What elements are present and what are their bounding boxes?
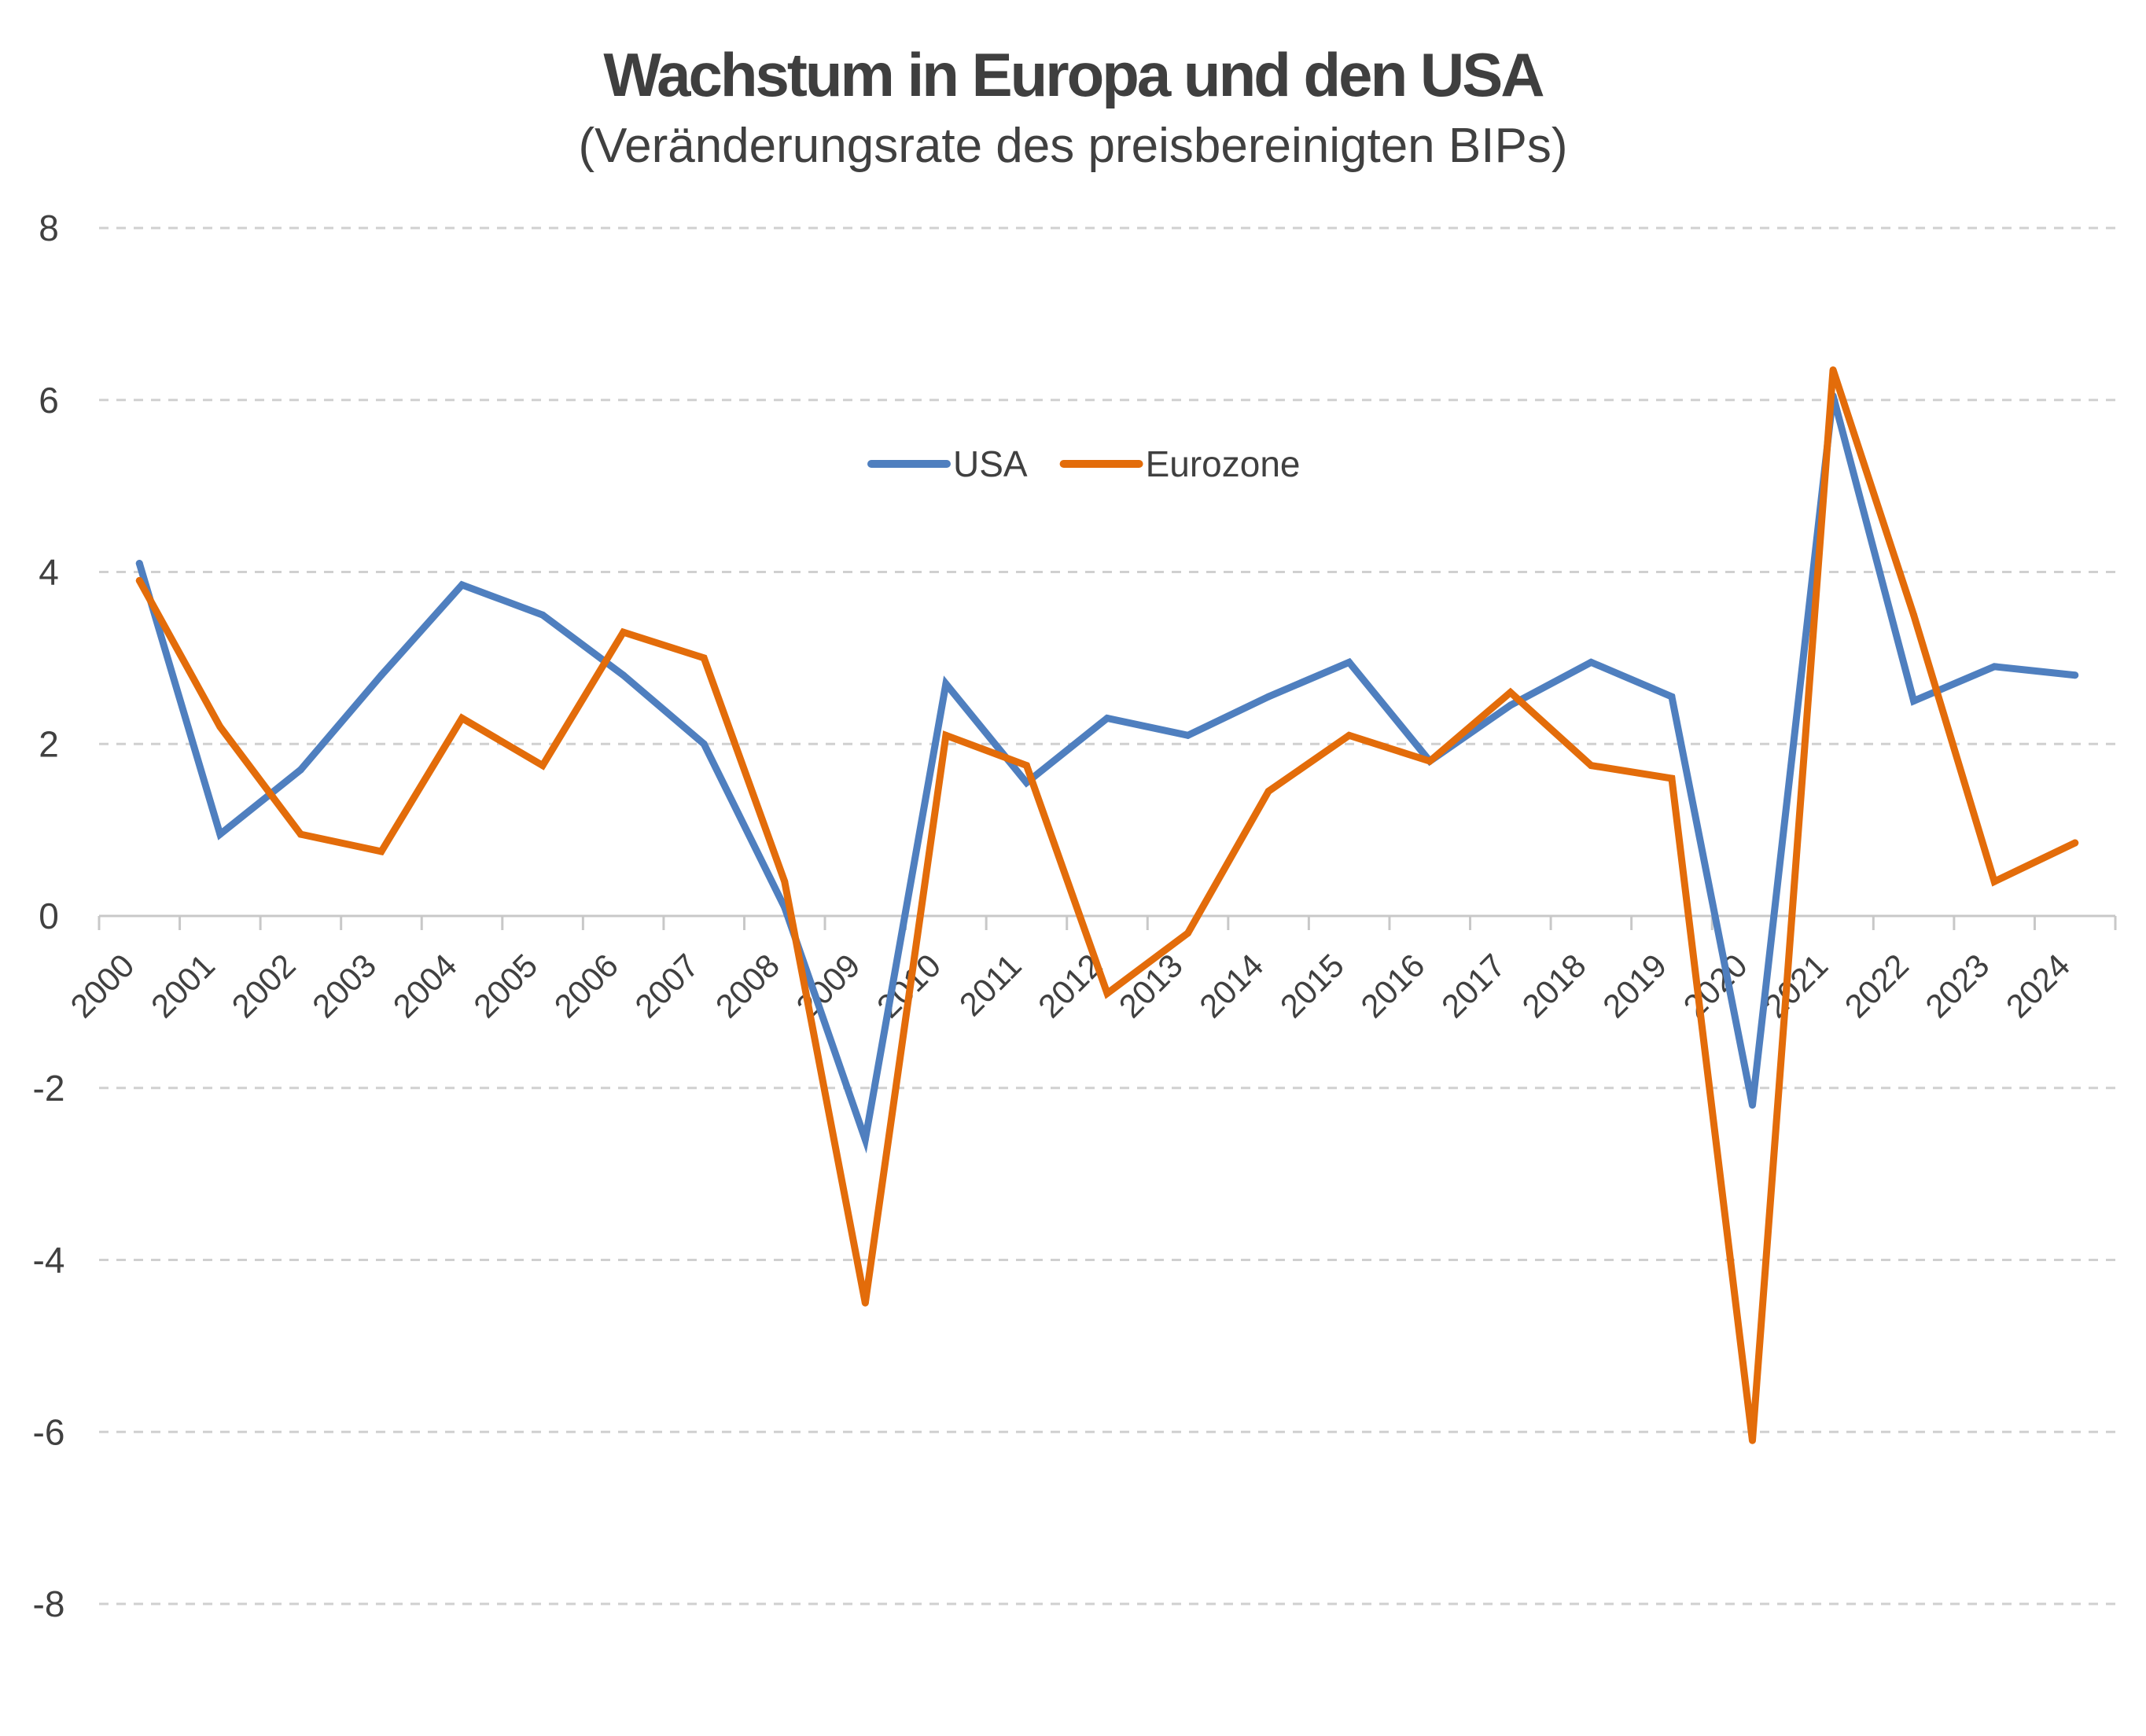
data-point-eurozone (458, 714, 466, 722)
x-tick-label: 2023 (1918, 947, 1996, 1024)
data-point-usa (1264, 693, 1272, 701)
data-point-eurozone (1264, 787, 1272, 795)
data-point-eurozone (1103, 989, 1111, 997)
data-point-usa (1507, 701, 1515, 709)
data-point-eurozone (539, 762, 547, 770)
y-tick-label: 8 (39, 208, 59, 248)
data-point-usa (296, 766, 304, 774)
data-point-usa (1184, 731, 1192, 739)
data-point-eurozone (1829, 366, 1837, 373)
data-point-eurozone (1426, 757, 1434, 765)
x-tick-label: 2024 (1999, 947, 2077, 1024)
legend: USA Eurozone (867, 443, 1301, 484)
data-point-eurozone (1022, 762, 1030, 770)
data-point-usa (1103, 714, 1111, 722)
x-tick-label: 2017 (1434, 947, 1512, 1024)
data-point-usa (216, 830, 224, 838)
data-point-usa (1910, 697, 1918, 705)
data-point-eurozone (1990, 877, 1998, 885)
data-point-eurozone (1748, 1436, 1756, 1444)
x-tick-label: 2002 (224, 947, 302, 1024)
x-tick-label: 2020 (1677, 947, 1754, 1024)
data-point-eurozone (861, 1299, 869, 1307)
gridlines (99, 226, 2115, 1605)
data-point-eurozone (1668, 774, 1676, 782)
x-tick-label: 2005 (466, 947, 544, 1024)
x-tick-label: 2006 (547, 947, 625, 1024)
data-point-eurozone (700, 654, 708, 662)
x-tick-label: 2011 (952, 947, 1029, 1023)
y-axis: 8 6 4 2 0 -2 -4 -6 -8 (33, 208, 65, 1624)
data-point-usa (539, 611, 547, 619)
data-point-eurozone (216, 723, 224, 730)
x-tick-label: 2016 (1353, 947, 1431, 1024)
y-tick-label: -2 (33, 1068, 65, 1109)
data-point-eurozone (377, 848, 385, 855)
x-tick-label: 2004 (386, 947, 464, 1024)
y-tick-label: -6 (33, 1411, 65, 1452)
data-point-eurozone (1587, 762, 1595, 770)
data-point-eurozone (620, 628, 628, 636)
x-tick-label: 2014 (1192, 947, 1270, 1024)
legend-label-eurozone: Eurozone (1146, 443, 1301, 484)
data-point-usa (458, 581, 466, 589)
x-tick-label: 2022 (1838, 947, 1916, 1024)
y-tick-label: 6 (39, 380, 59, 421)
y-tick-label: -4 (33, 1240, 65, 1281)
data-point-usa (861, 1135, 869, 1143)
x-tick-label: 2018 (1515, 947, 1592, 1024)
series-line-eurozone (135, 369, 2079, 1441)
x-tick-label: 2019 (1596, 947, 1673, 1024)
data-point-usa (620, 671, 628, 679)
y-tick-label: 4 (39, 552, 59, 593)
x-tick-label: 2008 (709, 947, 786, 1024)
y-tick-label: 0 (39, 896, 59, 936)
x-tick-label: 2003 (305, 947, 383, 1024)
data-point-usa (377, 671, 385, 679)
legend-label-usa: USA (953, 443, 1028, 484)
data-point-eurozone (942, 731, 950, 739)
x-tick-label: 2015 (1273, 947, 1351, 1024)
data-point-usa (942, 680, 950, 688)
data-point-eurozone (1345, 731, 1353, 739)
data-point-usa (1587, 658, 1595, 666)
y-tick-label: -8 (33, 1583, 65, 1624)
x-tick-label: 2007 (628, 947, 705, 1024)
x-tick-label: 2000 (63, 947, 141, 1024)
data-point-usa (1990, 663, 1998, 671)
data-point-eurozone (1910, 611, 1918, 619)
data-point-eurozone (2071, 839, 2079, 847)
data-point-usa (135, 560, 143, 568)
series-lines (135, 366, 2079, 1444)
data-point-usa (1345, 658, 1353, 666)
chart-subtitle: (Veränderungsrate des preisbereinigten B… (578, 119, 1568, 173)
data-point-eurozone (1184, 929, 1192, 937)
data-point-eurozone (781, 877, 789, 885)
chart-title: Wachstum in Europa und den USA (603, 40, 1544, 109)
data-point-eurozone (135, 576, 143, 584)
data-point-usa (1748, 1102, 1756, 1109)
data-point-usa (700, 740, 708, 748)
data-point-eurozone (296, 830, 304, 838)
data-point-usa (2071, 671, 2079, 679)
data-point-eurozone (1507, 689, 1515, 697)
y-tick-label: 2 (39, 723, 59, 764)
data-point-usa (1668, 693, 1676, 701)
x-tick-label: 2001 (144, 947, 222, 1024)
